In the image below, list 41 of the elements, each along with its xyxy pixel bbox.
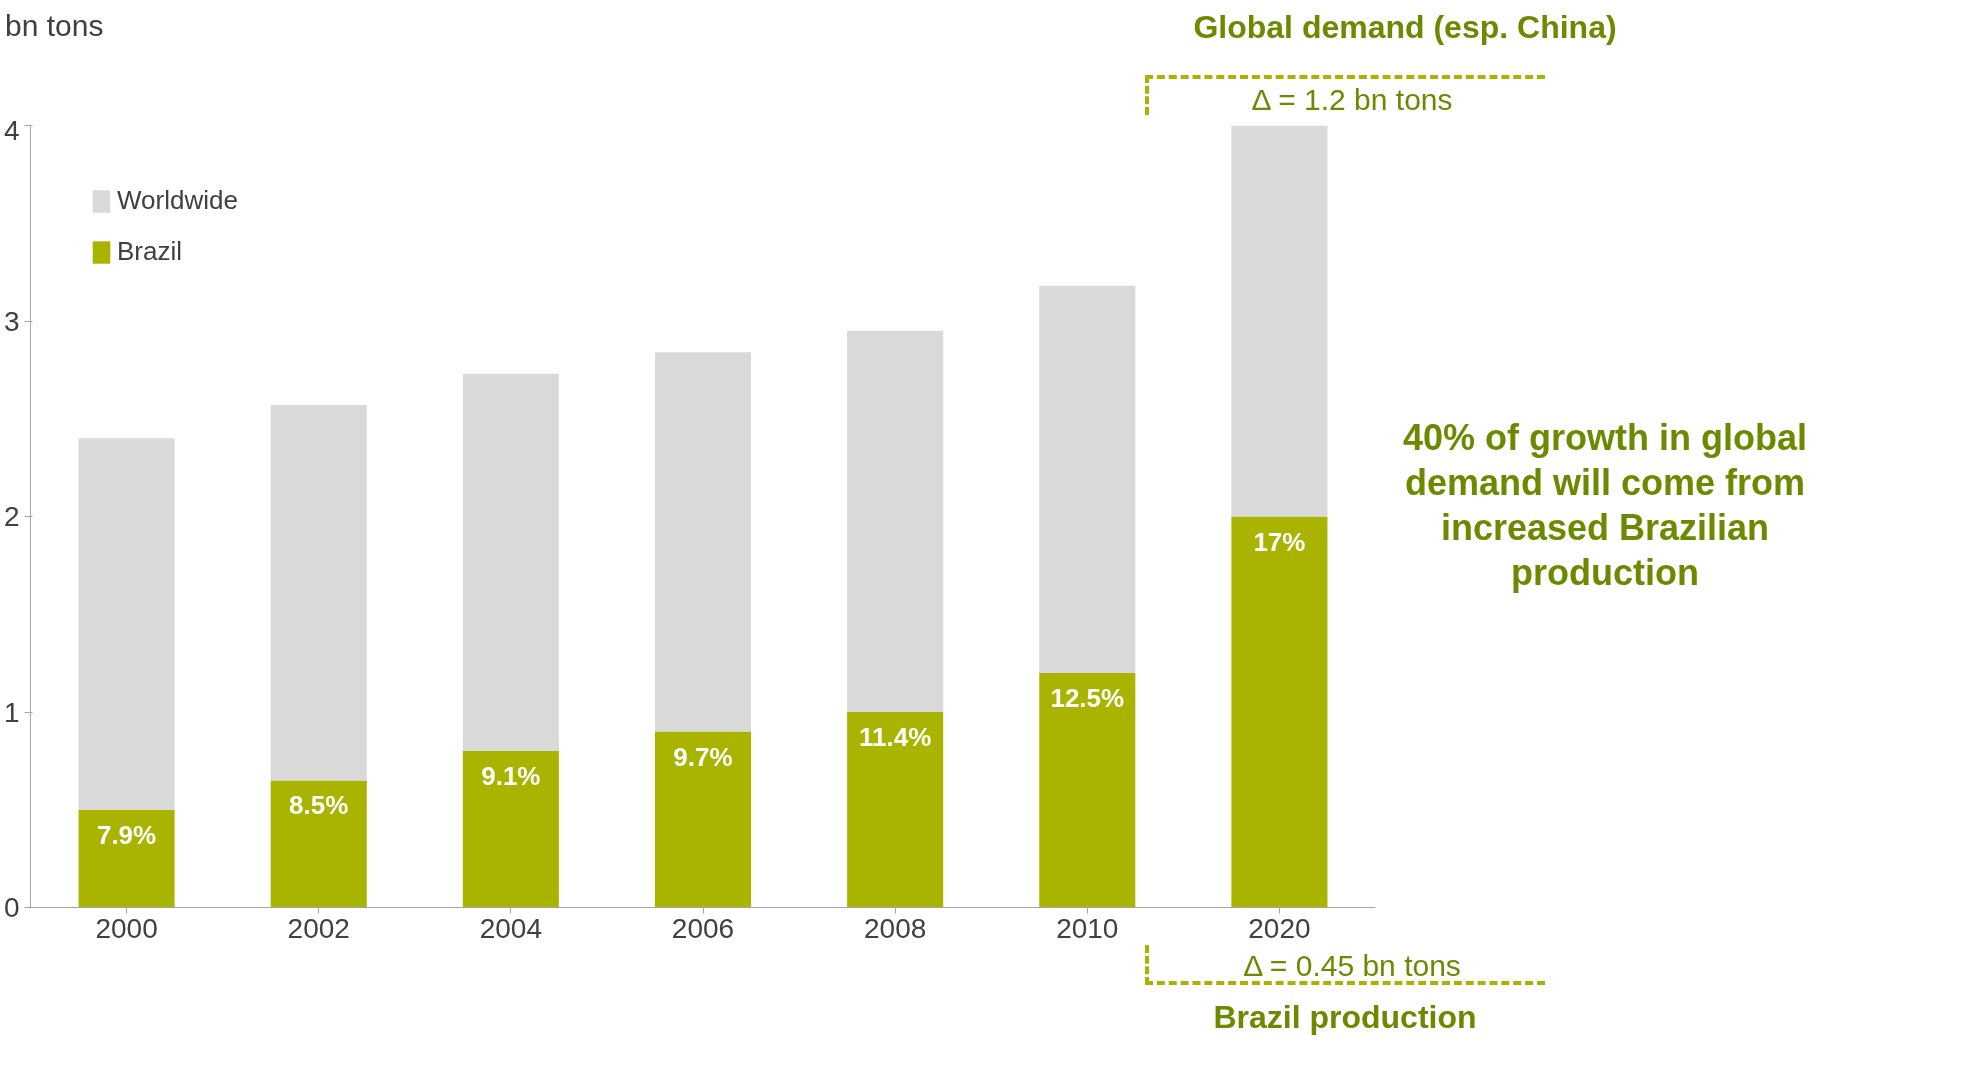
bar bbox=[654, 731, 752, 908]
x-tick-label: 2010 bbox=[1056, 912, 1119, 944]
bar bbox=[270, 780, 367, 908]
x-tick-label: 2020 bbox=[1248, 912, 1311, 944]
annotation: 11.4% bbox=[859, 722, 932, 752]
y-tick-label: 1 bbox=[3, 696, 20, 728]
bar bbox=[1039, 285, 1136, 673]
legend-label: Worldwide bbox=[117, 185, 238, 216]
y-axis-title: bn tons bbox=[5, 8, 104, 44]
text: 40% of growth in global demand will come from increased Brazilian production bbox=[1402, 416, 1808, 595]
y-tick-label: 2 bbox=[3, 501, 20, 532]
bar bbox=[654, 352, 752, 732]
annotation: 9.1% bbox=[481, 761, 541, 792]
x-tick-label: 2006 bbox=[671, 912, 735, 944]
bar bbox=[1231, 516, 1328, 908]
bar bbox=[847, 330, 944, 712]
legend-label: Brazil bbox=[117, 236, 183, 267]
y-tick-label: 0 bbox=[3, 892, 20, 923]
x-tick-label: 2004 bbox=[479, 912, 543, 944]
x-tick-label: 2002 bbox=[287, 912, 350, 944]
x-tick-label: 2000 bbox=[95, 912, 158, 944]
text: Brazil production bbox=[1213, 998, 1477, 1037]
y-tick-label: 3 bbox=[3, 305, 20, 337]
bar bbox=[270, 405, 367, 781]
bar bbox=[1039, 672, 1136, 908]
annotation: 17% bbox=[1253, 526, 1306, 557]
text: Δ = 0.45 bn tons bbox=[1243, 948, 1461, 984]
text: Δ = 1.2 bn tons bbox=[1251, 82, 1453, 118]
bar bbox=[462, 751, 559, 908]
bar bbox=[847, 712, 944, 908]
y-tick-label: 4 bbox=[3, 114, 20, 146]
annotation: 12.5% bbox=[1050, 682, 1125, 713]
annotation: 8.5% bbox=[289, 790, 349, 821]
bar bbox=[1231, 125, 1328, 517]
bar bbox=[78, 809, 175, 908]
annotation: 7.9% bbox=[96, 819, 157, 850]
text: Global demand (esp. China) bbox=[1193, 8, 1617, 47]
annotation: 9.7% bbox=[673, 741, 733, 772]
bar bbox=[462, 373, 559, 752]
bar bbox=[78, 438, 175, 810]
x-tick-label: 2008 bbox=[864, 912, 927, 944]
